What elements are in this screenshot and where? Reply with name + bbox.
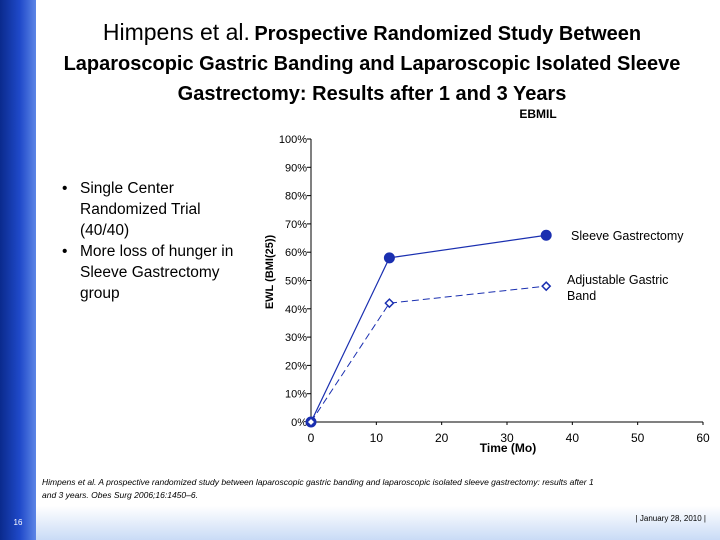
y-axis-label: EWL (BMI(25)) [264, 234, 276, 309]
y-tick-label: 60% [285, 247, 307, 259]
y-tick-label: 80% [285, 191, 307, 203]
x-tick-label: 20 [435, 431, 449, 445]
data-point-circle [540, 229, 552, 241]
y-tick-label: 100% [279, 134, 307, 146]
slide-title-rest: Prospective Randomized Study Between Lap… [63, 23, 681, 105]
data-point-diamond [541, 281, 552, 292]
y-tick-label: 90% [285, 162, 307, 174]
y-tick-label: 40% [285, 304, 307, 316]
slide-sidebar [0, 0, 36, 540]
x-axis-label: Time (Mo) [480, 441, 536, 455]
slide-number: 16 [13, 518, 23, 527]
data-point-circle [383, 252, 395, 264]
x-tick-label: 10 [370, 431, 384, 445]
x-tick-label: 50 [631, 431, 645, 445]
y-tick-label: 10% [285, 389, 307, 401]
y-tick-label: 20% [285, 360, 307, 372]
x-tick-label: 30 [500, 431, 514, 445]
slide-footer-bar [36, 506, 720, 540]
y-tick-label: 30% [285, 332, 307, 344]
slide-title: Himpens et al. Prospective Randomized St… [40, 18, 704, 110]
y-tick-label: 70% [285, 219, 307, 231]
series-line-1 [310, 285, 547, 423]
x-tick-label: 0 [308, 431, 315, 445]
chart-title: EBMIL [519, 107, 556, 121]
series-line-0 [310, 234, 547, 423]
slide-title-lead: Himpens et al. [102, 19, 250, 45]
y-tick-label: 0% [291, 417, 307, 429]
legend-sleeve-gastrectomy: Sleeve Gastrectomy [571, 229, 684, 243]
data-point-diamond [384, 298, 395, 309]
x-tick-label: 60 [696, 431, 710, 445]
data-point-diamond [305, 416, 317, 428]
bullet-list: Single Center Randomized Trial (40/40) M… [58, 178, 236, 304]
x-tick-label: 40 [566, 431, 580, 445]
bullet-item: Single Center Randomized Trial (40/40) [58, 178, 236, 241]
y-tick-label: 50% [285, 276, 307, 288]
citation: Himpens et al. A prospective randomized … [42, 477, 594, 500]
footer-date: | January 28, 2010 | [635, 514, 706, 523]
bullet-item: More loss of hunger in Sleeve Gastrectom… [58, 241, 236, 304]
legend-adjustable-gastric-band: Adjustable Gastric Band [567, 273, 668, 303]
